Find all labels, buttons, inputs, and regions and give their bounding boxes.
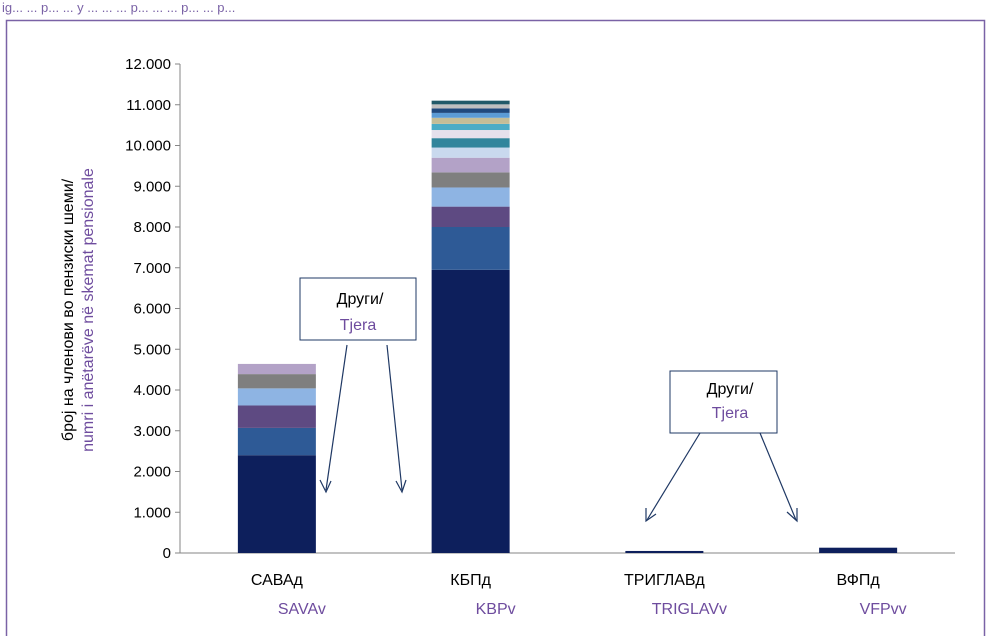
x-category-label: ТРИГЛАВд — [624, 572, 705, 589]
bar-segment — [237, 455, 316, 553]
annotation-arrowhead — [786, 508, 798, 523]
bar-segment — [237, 427, 316, 456]
bar-segment — [431, 100, 510, 105]
bar-segment — [431, 112, 510, 118]
y-axis: 0 1.000 2.000 3.000 4.000 5.000 6.000 7.000 8.00… — [125, 56, 955, 562]
annotation-box — [299, 277, 417, 341]
bar-segment — [431, 206, 510, 227]
annotation-line1: Други/ — [337, 291, 384, 308]
annotation-line2: Tjera — [712, 405, 749, 422]
x-category-sublabel: TRIGLAVv — [652, 601, 727, 618]
bar-segment — [431, 117, 510, 124]
y-tick-label: 12.000 — [125, 56, 171, 73]
annotation-arrow — [759, 432, 797, 521]
y-axis-label-line1: број на членови во пензиски шеми/ — [60, 178, 77, 441]
y-tick-label: 2.000 — [133, 464, 171, 481]
x-category-sublabel: VFPvv — [860, 601, 907, 618]
bar-stacks — [237, 100, 898, 553]
x-category-label: ВФПд — [837, 572, 881, 589]
y-axis-label-line2: numri i anëtarëve në skemat pensionale — [80, 168, 97, 452]
annotation-others-1: Други/ Тjera — [299, 277, 417, 494]
y-tick-label: 11.000 — [126, 97, 171, 114]
y-tick-label: 4.000 — [133, 382, 171, 399]
bar-segment — [431, 147, 510, 158]
annotation-arrow — [386, 344, 403, 491]
y-tick-label: 0 — [163, 545, 171, 562]
bar-segment — [431, 130, 510, 139]
y-tick-label: 10.000 — [125, 138, 171, 155]
annotation-line2: Тjera — [340, 317, 377, 334]
bar-segment — [431, 269, 510, 553]
y-tick-label: 9.000 — [133, 178, 171, 195]
bar-segment — [431, 157, 510, 173]
bar-segment — [431, 104, 510, 109]
bar-segment — [237, 405, 316, 428]
annotation-others-2: Други/ Tjera — [645, 370, 798, 523]
x-category-label: САВАд — [251, 572, 304, 589]
x-category-sublabel: SAVAv — [278, 601, 326, 618]
y-tick-label: 3.000 — [133, 423, 171, 440]
y-axis-label: број на членови во пензиски шеми/ numri … — [60, 168, 97, 452]
bar-segment — [431, 138, 510, 148]
annotation-arrowhead — [395, 479, 407, 494]
bar-segment — [431, 227, 510, 270]
header-caption: ig... ... p... ... y ... ... ... p... ..… — [2, 0, 235, 15]
y-tick-label: 8.000 — [133, 219, 171, 236]
annotation-line1: Други/ — [707, 381, 754, 398]
bar-segment — [237, 374, 316, 389]
x-category-label: КБПд — [450, 572, 491, 589]
bar-segment — [431, 108, 510, 113]
annotation-arrowhead — [645, 508, 657, 523]
annotation-arrowhead — [319, 479, 332, 494]
bar-segment — [625, 550, 704, 553]
y-tick-label: 7.000 — [133, 260, 171, 277]
y-tick-label: 1.000 — [133, 504, 171, 521]
x-category-sublabel: KBPv — [476, 601, 516, 618]
annotation-arrow — [646, 432, 701, 521]
bar-segment — [431, 172, 510, 188]
bar-segment — [237, 388, 316, 406]
chart-border — [5, 19, 986, 636]
y-tick-label: 6.000 — [133, 301, 171, 318]
annotation-box — [669, 370, 778, 434]
bar-segment — [431, 123, 510, 131]
bar-segment — [237, 363, 316, 375]
bar-segment — [819, 547, 898, 553]
bar-segment — [431, 187, 510, 207]
y-tick-label: 5.000 — [133, 341, 171, 358]
x-axis-labels: САВАд SAVAv КБПд KBPv ТРИГЛАВд TRIGLAVv ВФПд VF… — [251, 572, 907, 618]
annotation-arrow — [325, 344, 348, 491]
